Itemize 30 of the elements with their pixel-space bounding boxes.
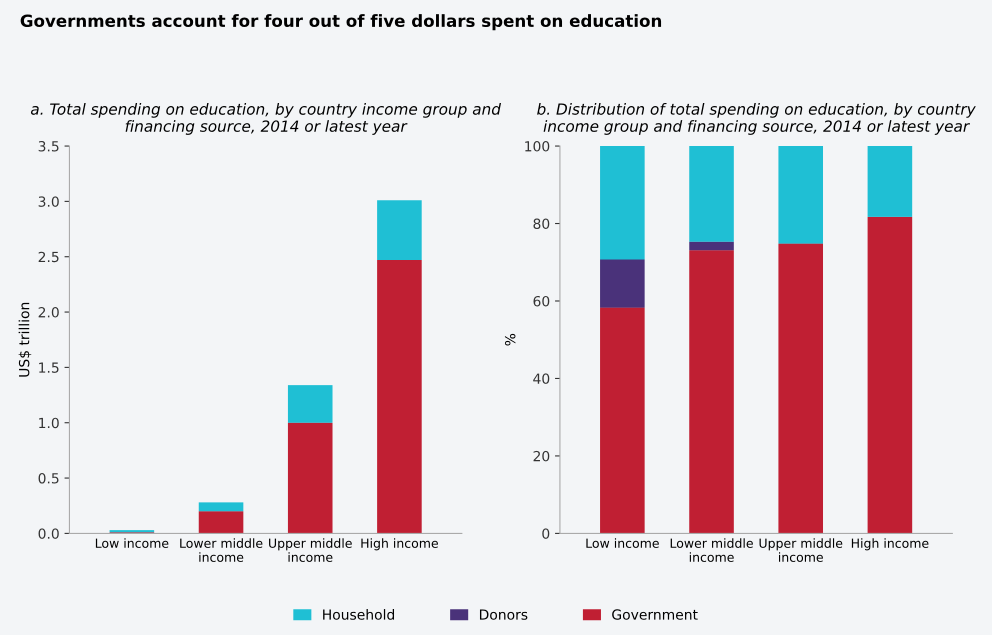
y-tick-label: 0.0 [38,528,59,539]
y-tick-label: 60 [534,296,550,306]
x-tick-label: High income [852,538,928,550]
x-tick-label: Lower middle income [180,538,262,562]
x-tick-label: Upper middle income [269,538,352,562]
x-tick-label: Low income [96,538,168,548]
x-tick-label: High income [361,538,438,550]
y-tick-label: 40 [533,373,550,384]
legend-label: Donors [480,609,528,620]
y-tick-label: 1.5 [39,362,59,373]
y-tick-label: 100 [525,141,550,152]
y-tick-label: 2.0 [38,307,59,318]
y-tick-label: 20 [534,450,550,462]
y-tick-label: 80 [533,218,550,229]
chart-title: Governments account for four out of five dollars spent on education [20,14,662,30]
y-tick-label: 0.5 [38,473,59,484]
y-tick-label: 3.0 [38,196,59,207]
y-tick-label: 0 [542,528,550,539]
y-tick-label: 1.0 [39,418,59,428]
y-axis-title: US$ trillion [18,302,32,377]
legend-label: Household [323,609,394,620]
legend-label: Government [612,609,698,620]
y-tick-label: 2.5 [38,252,59,262]
x-tick-label: Upper middle income [760,538,842,562]
x-tick-label: Low income [586,538,659,548]
x-tick-label: Lower middle income [670,538,753,562]
chart-subtitle: b. Distribution of total spending on education, by country income group and financing source, 2014 or latest year [537,102,976,135]
y-tick-label: 3.5 [38,141,59,152]
chart-subtitle: a. Total spending on education, by country income group and financing source, 2014 or latest year [30,102,502,135]
y-axis-title: % [504,334,516,346]
